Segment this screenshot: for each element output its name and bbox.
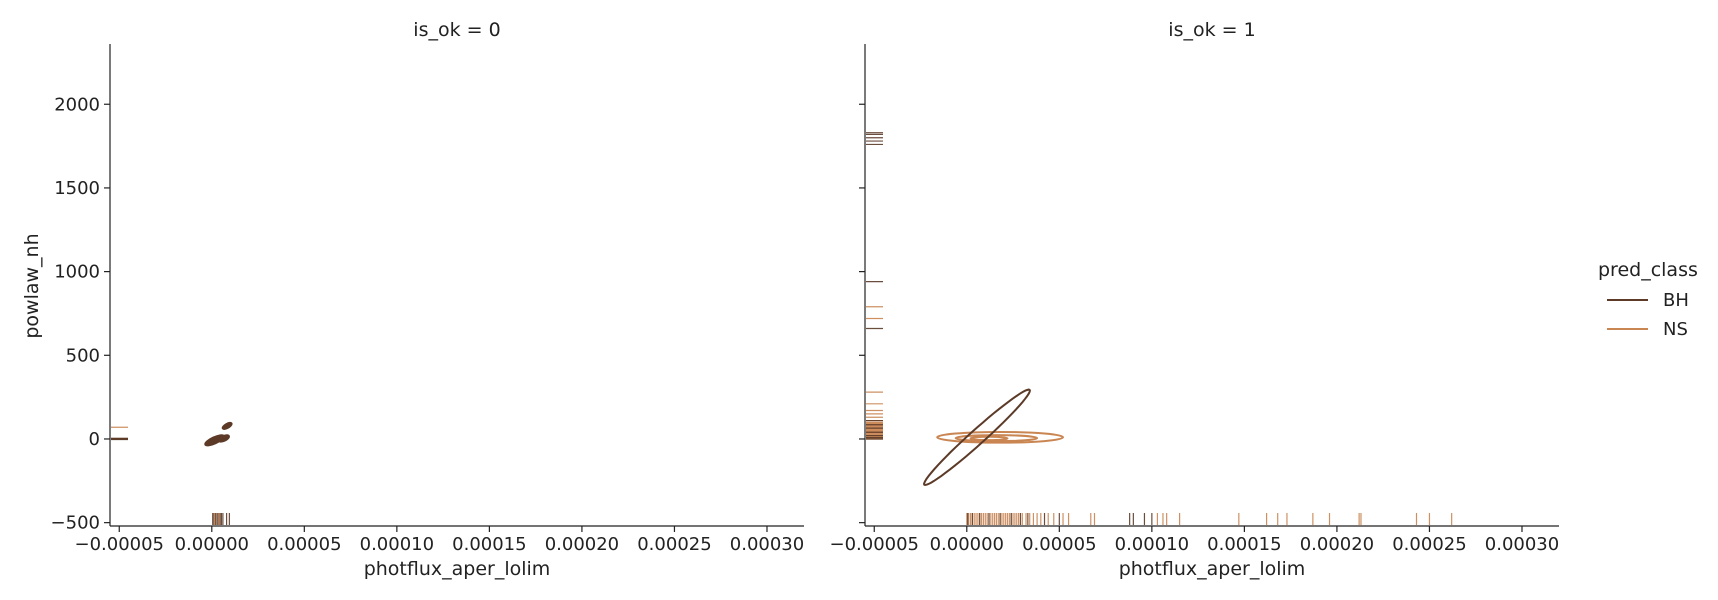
y-tick-label: 1000 — [54, 262, 100, 283]
contour-ns — [936, 430, 1065, 444]
x-tick-label: 0.00030 — [1485, 534, 1559, 555]
y-axis-title: powlaw_nh — [21, 233, 43, 338]
x-tick-label: 0.00010 — [1115, 534, 1189, 555]
x-tick-label: 0.00015 — [452, 534, 526, 555]
facet-panels: is_ok = 0 −0.00005 0.00000 0.00005 0.00010 0.… — [51, 19, 1560, 580]
x-tick-label: 0.00025 — [637, 534, 711, 555]
legend-title: pred_class — [1598, 259, 1698, 281]
y-tick-label: 1500 — [54, 178, 100, 199]
x-tick-label: −0.00005 — [74, 534, 164, 555]
y-tick-label: 0 — [89, 429, 100, 450]
contour-bh — [217, 434, 230, 443]
x-tick-label: −0.00005 — [829, 534, 919, 555]
legend-label-bh: BH — [1663, 290, 1689, 311]
legend: pred_class BH NS — [1598, 259, 1698, 340]
panel-2: is_ok = 1 −0.00005 0.00000 0.00005 0.00010 0.… — [829, 19, 1559, 580]
contour-bh — [922, 388, 1031, 487]
y-tick-label: 500 — [66, 345, 100, 366]
x-tick-label: 0.00020 — [1300, 534, 1374, 555]
x-tick-label: 0.00000 — [175, 534, 249, 555]
x-tick-label: 0.00025 — [1392, 534, 1466, 555]
x-tick-label: 0.00005 — [267, 534, 341, 555]
x-tick-label: 0.00020 — [545, 534, 619, 555]
x-tick-label: 0.00000 — [930, 534, 1004, 555]
contour-bh — [221, 421, 233, 430]
y-tick-label: −500 — [51, 513, 100, 534]
panel-title: is_ok = 1 — [1168, 19, 1255, 41]
x-tick-label: 0.00010 — [360, 534, 434, 555]
x-tick-label: 0.00005 — [1022, 534, 1096, 555]
panel-1: is_ok = 0 −0.00005 0.00000 0.00005 0.00010 0.… — [51, 19, 805, 580]
x-axis-title: photflux_aper_lolim — [1119, 558, 1306, 580]
contour-ns — [954, 434, 1039, 443]
panel-title: is_ok = 0 — [413, 19, 500, 41]
x-axis-title: photflux_aper_lolim — [364, 558, 551, 580]
x-tick-label: 0.00015 — [1207, 534, 1281, 555]
legend-label-ns: NS — [1663, 319, 1688, 340]
y-tick-label: 2000 — [54, 94, 100, 115]
x-tick-label: 0.00030 — [730, 534, 804, 555]
